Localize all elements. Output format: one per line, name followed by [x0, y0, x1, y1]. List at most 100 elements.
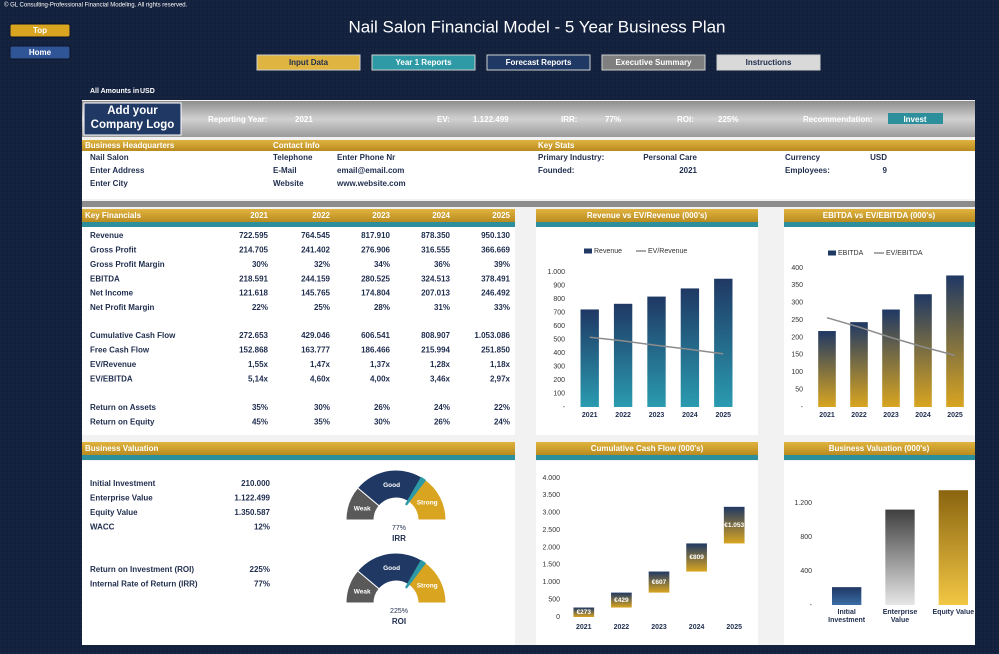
row-label: EV/Revenue	[90, 360, 137, 369]
row-label: Revenue	[90, 231, 124, 240]
nav-button-label[interactable]: Home	[29, 48, 52, 57]
info-text: 2021	[679, 166, 697, 175]
y-tick-label: 1.000	[547, 269, 565, 276]
y-tick-label: 400	[800, 568, 812, 575]
data-label: €607	[652, 579, 667, 586]
table-cell: 280.525	[361, 274, 390, 283]
table-cell: 251.850	[481, 346, 510, 355]
separator	[82, 201, 975, 207]
table-cell: 817.910	[361, 231, 390, 240]
summary-value: Invest	[903, 115, 926, 124]
chart-title: Revenue vs EV/Revenue (000's)	[587, 211, 708, 220]
y-tick-label: 350	[791, 282, 803, 289]
y-tick-label: 4.000	[542, 475, 560, 482]
x-tick-label: 2024	[915, 412, 931, 419]
tab-label[interactable]: Instructions	[746, 58, 792, 67]
amounts-label: All Amounts in	[90, 88, 139, 95]
tab-button[interactable]	[601, 54, 706, 71]
bar	[832, 587, 862, 605]
y-tick-label: -	[801, 404, 804, 411]
table-cell: 4,60x	[310, 374, 331, 383]
table-cell: 24%	[494, 418, 510, 427]
y-tick-label: 250	[791, 317, 803, 324]
gauge-value: 225%	[390, 608, 408, 615]
x-tick-label: 2022	[614, 624, 630, 631]
row-label: Gross Profit Margin	[90, 260, 165, 269]
table-cell: 163.777	[301, 346, 330, 355]
tab-label[interactable]: Executive Summary	[615, 58, 692, 67]
x-tick-label: 2024	[689, 624, 705, 631]
summary-value: 1.122.499	[473, 115, 509, 124]
x-tick-label: 2023	[649, 412, 665, 419]
table-cell: 12%	[254, 522, 270, 531]
copyright: © GL Consulting-Professional Financial M…	[4, 2, 188, 9]
nav-button[interactable]	[9, 23, 71, 38]
table-cell: 32%	[314, 260, 330, 269]
bar	[580, 309, 599, 407]
info-text: Nail Salon	[90, 153, 129, 162]
info-text: Currency	[785, 153, 821, 162]
section-header	[536, 442, 758, 455]
section-rule	[536, 455, 758, 460]
table-cell: 30%	[314, 403, 330, 412]
table-cell: 1.350.587	[234, 508, 270, 517]
y-tick-label: 150	[791, 352, 803, 359]
row-label: EV/EBITDA	[90, 374, 133, 383]
y-tick-label: 1.200	[794, 500, 812, 507]
tab-label[interactable]: Input Data	[289, 58, 329, 67]
table-cell: 2,97x	[490, 374, 511, 383]
x-tick-label: 2024	[682, 412, 698, 419]
table-cell: 1.122.499	[234, 494, 270, 503]
summary-label: IRR:	[561, 115, 577, 124]
nav-button[interactable]	[9, 45, 71, 60]
section-rule	[784, 455, 975, 460]
tab-button[interactable]	[256, 54, 361, 71]
row-label: Gross Profit	[90, 246, 137, 255]
table-header: 2021	[250, 211, 268, 220]
row-label: Net Profit Margin	[90, 303, 155, 312]
y-tick-label: 50	[795, 386, 803, 393]
info-text: email@email.com	[337, 166, 404, 175]
tab-button[interactable]	[371, 54, 476, 71]
tab-label[interactable]: Year 1 Reports	[395, 58, 452, 67]
y-tick-label: -	[810, 602, 813, 609]
row-label: WACC	[90, 522, 115, 531]
section-title: Key Stats	[538, 141, 575, 150]
page-title: Nail Salon Financial Model - 5 Year Busi…	[348, 17, 725, 36]
tab-label[interactable]: Forecast Reports	[506, 58, 572, 67]
table-cell: 35%	[314, 418, 330, 427]
y-tick-label: 500	[553, 336, 565, 343]
nav-button-label[interactable]: Top	[33, 26, 47, 35]
table-cell: 429.046	[301, 331, 330, 340]
y-tick-label: 900	[553, 282, 565, 289]
y-tick-label: 700	[553, 309, 565, 316]
data-label: €429	[614, 597, 629, 604]
gauge-title: ROI	[392, 617, 406, 626]
chart-area	[536, 461, 758, 645]
gauge-label: Strong	[417, 500, 438, 507]
waterfall-bar	[648, 571, 670, 593]
x-tick-label: 2021	[819, 412, 835, 419]
waterfall-bar	[686, 543, 707, 572]
table-cell: 186.466	[361, 346, 390, 355]
table-cell: 378.491	[481, 274, 510, 283]
section-header	[784, 209, 975, 222]
summary-bar	[82, 101, 975, 137]
table-cell: 22%	[252, 303, 268, 312]
bar	[613, 303, 633, 407]
y-tick-label: 1.500	[542, 562, 560, 569]
legend-label: Revenue	[594, 248, 622, 255]
data-label: €1.053	[724, 522, 744, 529]
tab-button[interactable]	[716, 54, 821, 71]
y-tick-label: 1.000	[542, 579, 560, 586]
y-tick-label: 300	[791, 300, 803, 307]
row-label: Internal Rate of Return (IRR)	[90, 580, 198, 589]
table-cell: 316.555	[421, 246, 450, 255]
row-label: EBITDA	[90, 274, 120, 283]
table-cell: 808.907	[421, 331, 450, 340]
tab-button[interactable]	[486, 54, 591, 71]
table-cell: 45%	[252, 418, 268, 427]
info-text: Personal Care	[643, 153, 697, 162]
table-cell: 121.618	[239, 289, 268, 298]
table-cell: 1,18x	[490, 360, 511, 369]
